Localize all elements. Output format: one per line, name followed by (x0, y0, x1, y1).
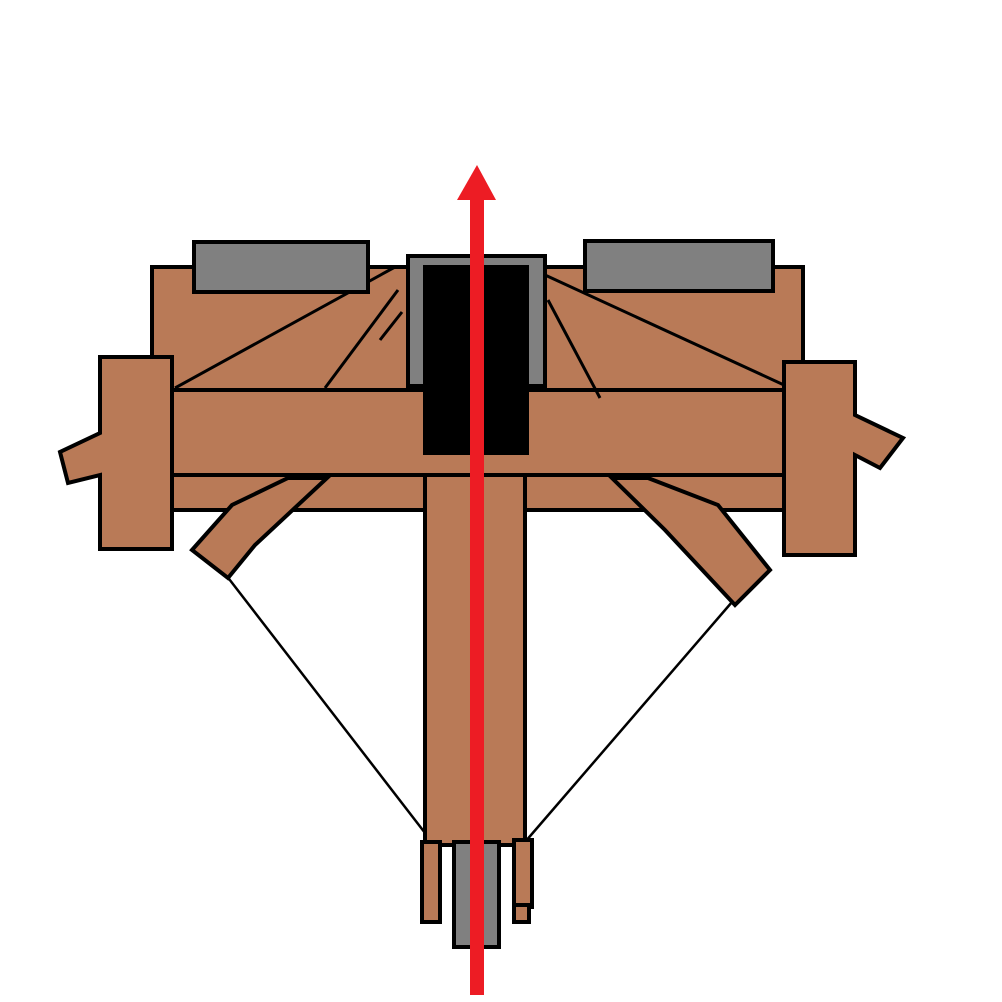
strut-left-2 (323, 289, 400, 389)
strut-right-2 (546, 299, 602, 399)
wheel-bracket-right (512, 838, 534, 909)
side-arm-right (782, 360, 907, 557)
strut-left-3 (378, 311, 404, 341)
direction-arrow-shaft (470, 195, 484, 995)
strut-right-1 (544, 273, 785, 387)
wheel-bracket-right-foot (512, 903, 531, 924)
guy-wire-right (524, 601, 733, 843)
brace-right (607, 476, 773, 608)
guy-wire-left (225, 574, 433, 843)
direction-arrow-head (457, 165, 496, 200)
brace-left (189, 476, 333, 581)
metal-block-right (583, 239, 775, 293)
wheel-bracket-left (420, 840, 442, 924)
side-arm-left (57, 355, 174, 551)
metal-block-left (192, 240, 370, 294)
